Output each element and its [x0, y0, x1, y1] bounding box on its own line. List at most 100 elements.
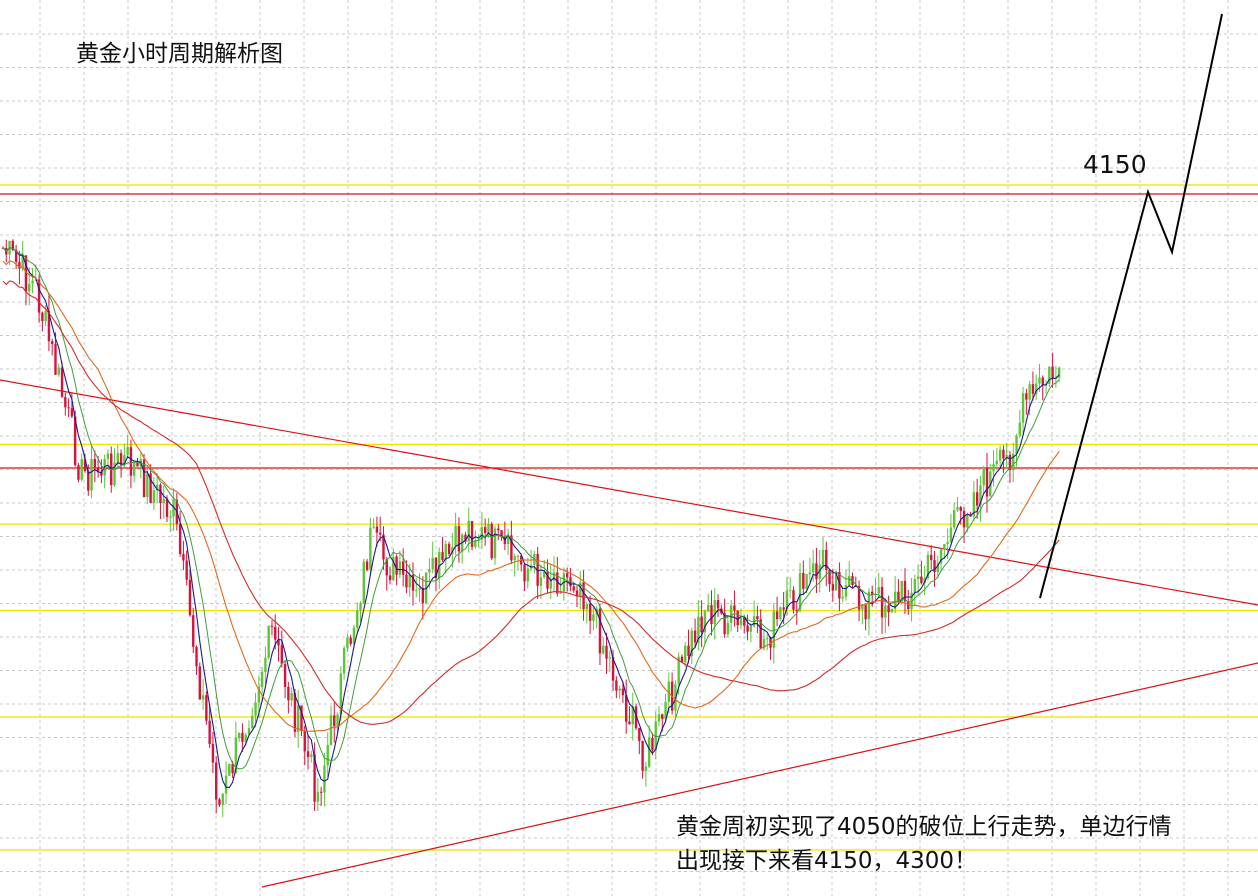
candle-body-bear: [87, 471, 90, 491]
ma-mid-line: [2, 247, 1060, 770]
candle-body-bull: [982, 467, 985, 486]
candle-body-bull: [1035, 383, 1038, 394]
projection-target-label: 4150: [1083, 150, 1147, 179]
candle-body-bull: [998, 449, 1002, 461]
candle-body-bull: [779, 607, 782, 620]
candle-layer: [1, 239, 1061, 818]
candle-body-bull: [707, 604, 710, 612]
candle-body-bear: [287, 686, 290, 701]
ma-fast-line: [2, 247, 1060, 789]
candle-body-bull: [1018, 422, 1021, 436]
candle-body-bull: [310, 754, 313, 757]
candle-body-bear: [831, 584, 835, 591]
candle-body-bear: [575, 590, 579, 597]
candle-body-bear: [828, 569, 831, 585]
candle-body-bear: [300, 705, 303, 731]
candle-body-bear: [700, 616, 703, 633]
candle-body-bear: [464, 534, 467, 542]
ascending-trendline: [261, 662, 1258, 888]
candle-body-bear: [802, 572, 805, 589]
candle-body-bear: [933, 560, 936, 573]
candle-body-bear: [510, 535, 513, 561]
candle-body-bear: [280, 645, 283, 664]
candle-body-bull: [1057, 367, 1061, 378]
candle-body-bull: [408, 574, 411, 588]
candle-body-bear: [651, 737, 654, 751]
ma-slow-a-line: [2, 260, 1060, 732]
candle-body-bear: [333, 715, 336, 727]
candle-body-bull: [493, 528, 497, 559]
candle-body-bear: [313, 754, 316, 802]
candle-body-bear: [611, 657, 615, 681]
candle-body-bear: [447, 543, 451, 555]
candle-body-bull: [356, 610, 359, 628]
candle-body-bear: [1008, 454, 1012, 471]
candle-body-bear: [41, 312, 44, 321]
candle-body-bear: [64, 396, 67, 408]
candle-body-bull: [1028, 384, 1031, 400]
candle-body-bull: [362, 561, 365, 603]
candle-body-bear: [218, 799, 221, 805]
candle-body-bull: [749, 626, 753, 632]
candle-body-bull: [201, 695, 205, 700]
candle-body-bull: [329, 715, 333, 745]
candle-body-bear: [405, 574, 408, 588]
candle-body-bull: [684, 645, 687, 663]
candle-body-bull: [254, 702, 257, 716]
candle-body-bull: [890, 608, 894, 613]
candle-body-bull: [336, 714, 339, 727]
candle-body-bear: [546, 571, 549, 589]
candle-body-bull: [726, 622, 730, 635]
candle-body-bear: [638, 728, 641, 741]
candle-body-bull: [57, 367, 60, 375]
candle-body-bear: [54, 344, 57, 375]
candle-body-bull: [146, 473, 149, 498]
candle-body-bull: [966, 515, 969, 528]
candle-body-bear: [490, 523, 493, 559]
candle-body-bull: [841, 596, 844, 599]
candle-body-bull: [1015, 435, 1018, 454]
candle-body-bull: [418, 587, 421, 590]
candle-body-bull: [372, 526, 375, 528]
candle-body-bear: [500, 530, 503, 538]
candle-body-bear: [588, 604, 592, 621]
candle-body-bear: [1051, 366, 1054, 378]
candle-body-bull: [772, 611, 775, 648]
candle-body-bear: [421, 587, 425, 604]
projection-layer: [1039, 13, 1223, 599]
candle-body-bull: [339, 673, 343, 715]
candle-body-bear: [907, 601, 910, 610]
candle-body-bear: [24, 255, 28, 292]
candle-body-bear: [182, 554, 185, 561]
candle-body-bull: [1038, 377, 1041, 384]
candle-body-bull: [972, 492, 976, 517]
candle-body-bear: [349, 637, 352, 644]
candle-body-bull: [264, 657, 267, 672]
candle-body-bear: [319, 791, 323, 793]
candle-body-bull: [247, 728, 251, 735]
candle-body-bear: [1002, 449, 1005, 459]
candle-body-bear: [303, 730, 306, 752]
candle-body-bear: [483, 527, 487, 533]
candle-body-bull: [543, 571, 546, 578]
candle-body-bear: [775, 611, 779, 620]
candle-body-bear: [628, 721, 631, 725]
candle-body-bull: [953, 510, 956, 528]
candle-body-bear: [605, 645, 608, 659]
candle-body-bull: [631, 706, 634, 725]
candle-body-bull: [237, 732, 241, 739]
analysis-annotation: 黄金周初实现了4050的破位上行走势，单边行情 出现接下来看4150，4300！: [676, 810, 1172, 878]
candle-body-bear: [838, 572, 841, 599]
candle-body-bull: [539, 577, 543, 586]
candle-body-bull: [690, 630, 693, 657]
candle-body-bull: [592, 614, 595, 621]
candle-body-bear: [208, 720, 211, 744]
candle-body-bear: [569, 577, 572, 587]
candle-body-bull: [739, 617, 743, 626]
candle-body-bull: [834, 572, 838, 591]
candle-body-bear: [411, 574, 415, 591]
candle-body-bull: [438, 552, 441, 579]
